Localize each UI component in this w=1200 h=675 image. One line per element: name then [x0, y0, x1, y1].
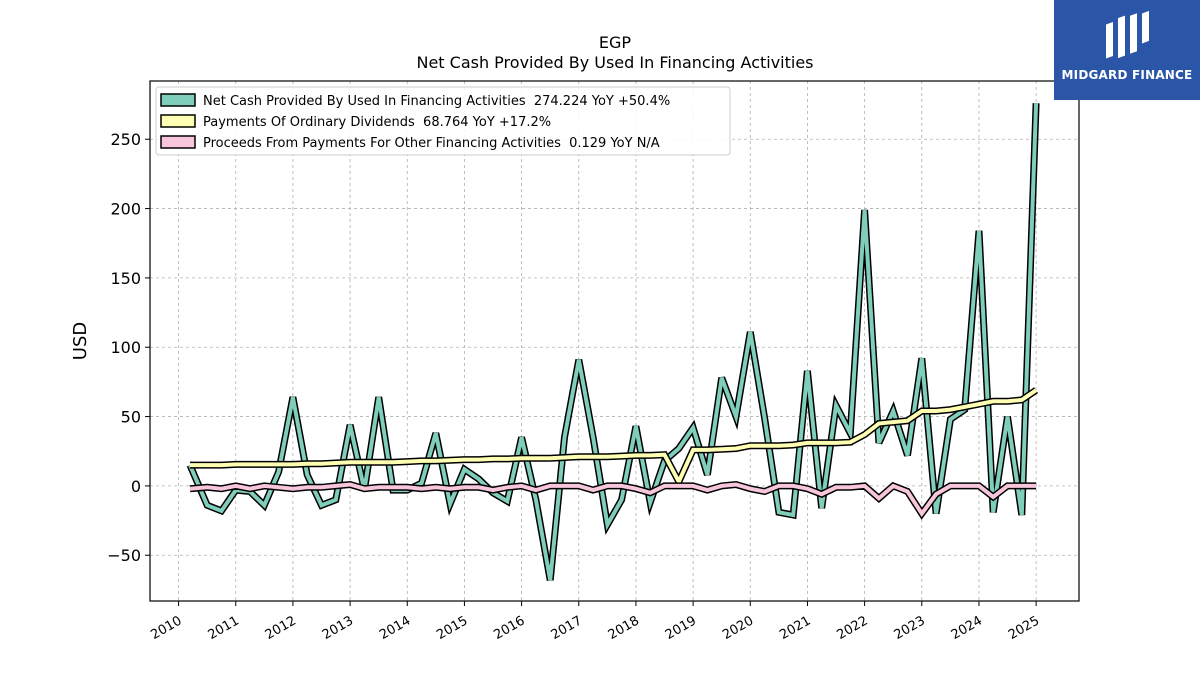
y-axis: −50 0 50 100 150 200 250	[107, 130, 150, 565]
series-line-dividends	[190, 388, 1038, 487]
legend-label-other-financing: Proceeds From Payments For Other Financi…	[203, 136, 660, 151]
legend-box	[155, 86, 731, 156]
legend-label-net-cash: Net Cash Provided By Used In Financing A…	[203, 94, 670, 109]
chart-title: EGP	[599, 33, 632, 52]
legend: Net Cash Provided By Used In Financing A…	[155, 86, 731, 156]
y-axis-label: USD	[70, 322, 91, 360]
midgard-logo-icon	[1106, 10, 1149, 59]
y-tick-label: 100	[110, 338, 141, 357]
chart-subtitle: Net Cash Provided By Used In Financing A…	[416, 53, 813, 72]
series-line-other-financing	[189, 482, 1037, 518]
y-tick-label: 0	[131, 477, 141, 496]
brand-logo: MIDGARD FINANCE	[1054, 0, 1200, 100]
y-tick-label: −50	[107, 546, 141, 565]
legend-swatch-net-cash	[160, 93, 196, 107]
plot-frame	[149, 80, 1080, 602]
logo-text: MIDGARD FINANCE	[1061, 68, 1193, 82]
y-tick-label: 250	[110, 130, 141, 149]
legend-swatch-dividends	[160, 114, 196, 128]
series-group	[186, 103, 1040, 581]
legend-label-dividends: Payments Of Ordinary Dividends 68.764 Yo…	[203, 115, 551, 130]
y-tick-label: 50	[121, 408, 141, 427]
y-tick-label: 150	[110, 269, 141, 288]
legend-swatch-other-financing	[160, 135, 196, 149]
y-tick-label: 200	[110, 200, 141, 219]
